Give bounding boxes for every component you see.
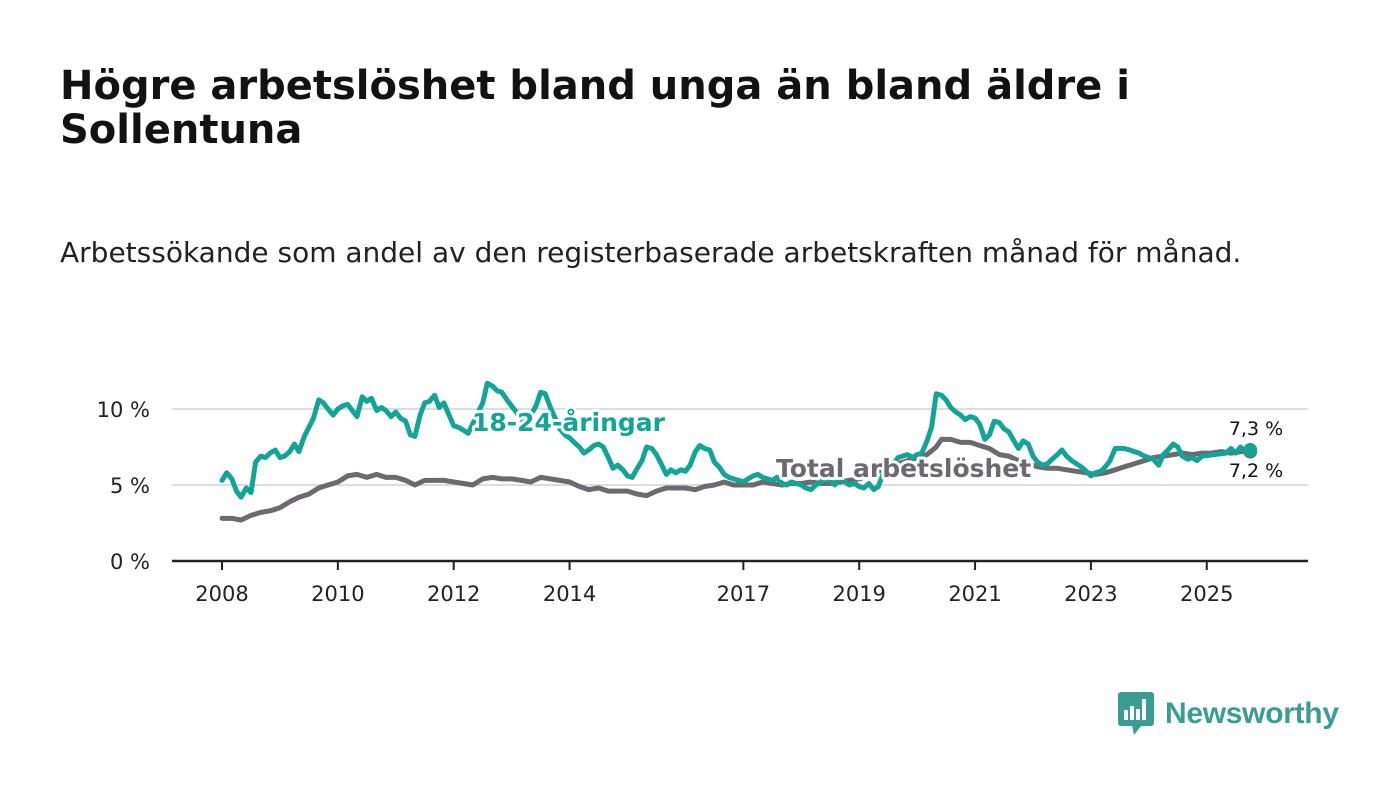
end-value-youth: 7,3 % [1229,418,1283,440]
x-axis-ticks: 2008 2010 2012 2014 2017 2019 2021 2023 2025 [195,561,1233,606]
chart-subtitle: Arbetssökande som andel av den registerb… [60,236,1242,269]
bar-chart-speech-bubble-icon [1118,692,1154,735]
y-tick-label: 0 % [110,550,150,574]
x-tick-label: 2010 [311,582,364,606]
x-tick-label: 2023 [1064,582,1117,606]
x-tick-label: 2017 [717,582,770,606]
series-labels: 18-24-åringar Total arbetslöshet 7,3 % 7,2 … [469,405,1283,486]
logo-text: Newsworthy [1165,697,1339,730]
x-tick-label: 2012 [427,582,480,606]
series-line-youth [219,380,1253,500]
x-tick-label: 2019 [832,582,885,606]
x-tick-label: 2021 [948,582,1001,606]
y-tick-label: 5 % [110,474,150,498]
page-title: Högre arbetslöshet bland unga än bland ä… [60,63,1130,153]
y-tick-label: 10 % [97,398,150,422]
series-lines [219,380,1258,523]
end-point-youth [1243,443,1258,458]
x-tick-label: 2014 [543,582,596,606]
series-label-youth: 18-24-åringar [472,408,666,437]
series-label-total: Total arbetslöshet [776,454,1031,483]
series-line-total [219,436,1253,523]
newsworthy-logo: Newsworthy [1118,690,1339,738]
end-value-total: 7,2 % [1229,460,1283,482]
y-axis-ticks: 0 % 5 % 10 % [97,398,150,574]
x-tick-label: 2008 [195,582,248,606]
x-tick-label: 2025 [1180,582,1233,606]
line-chart: 0 %5 %10 % 2008 2010 2012 2014 2017 2019 2021 2… [97,380,1308,606]
